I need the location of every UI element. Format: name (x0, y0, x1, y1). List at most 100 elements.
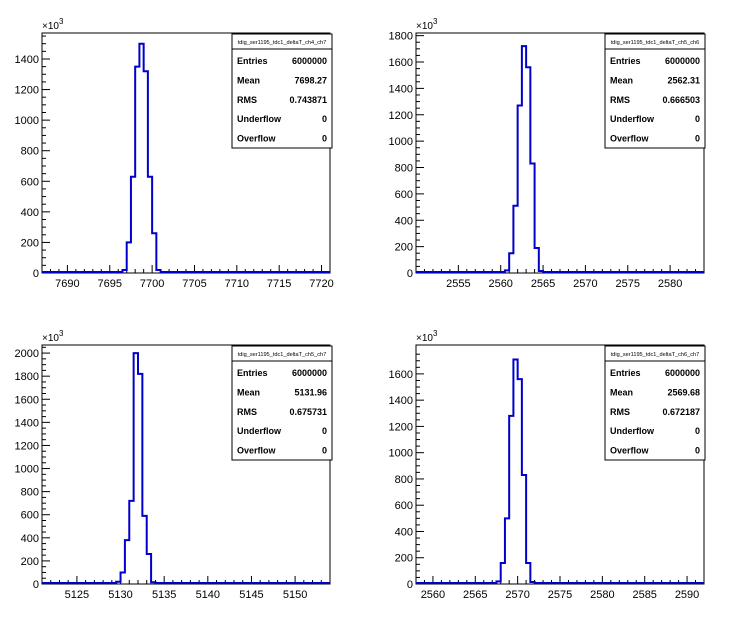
stats-box-frame (604, 33, 706, 149)
stats-label: Underflow (610, 426, 655, 436)
stats-label: Entries (610, 368, 641, 378)
y-tick-label: 1800 (389, 31, 413, 43)
stats-label: Underflow (610, 114, 655, 124)
x-tick-label: 7720 (309, 278, 333, 290)
x-tick-label: 5125 (65, 589, 89, 601)
stats-label: RMS (610, 95, 630, 105)
x-tick-label: 7715 (267, 278, 291, 290)
stats-value: 0 (322, 134, 327, 144)
y-axis-exponent: ×103 (42, 17, 64, 32)
y-tick-label: 800 (21, 487, 39, 499)
stats-value: 0 (695, 134, 700, 144)
y-tick-label: 1000 (15, 115, 39, 127)
x-tick-label: 5135 (152, 589, 176, 601)
x-tick-label: 2575 (616, 278, 640, 290)
stats-value: 0.672187 (662, 407, 700, 417)
histogram-series (416, 358, 704, 584)
y-axis-exponent: ×103 (42, 329, 64, 344)
stats-label: Overflow (610, 134, 650, 144)
x-tick-label: 7700 (140, 278, 164, 290)
stats-label: Overflow (610, 446, 650, 456)
y-tick-label: 1400 (15, 54, 39, 66)
x-tick-label: 2560 (421, 589, 445, 601)
histogram-title: tdig_ser1195_tdc1_deltaT_ch5_ch6 (611, 40, 700, 46)
stats-label: Mean (610, 387, 633, 397)
stats-box-frame (231, 345, 333, 461)
stats-label: RMS (237, 95, 257, 105)
histogram-panel: 0 200 400 600 800 1000 1200 1400 1600 1800 2555 256… (389, 17, 706, 290)
stats-value: 2562.31 (667, 75, 700, 85)
x-tick-label: 7690 (55, 278, 79, 290)
y-tick-label: 1200 (15, 440, 39, 452)
x-tick-label: 2575 (548, 589, 572, 601)
stats-label: Overflow (237, 446, 277, 456)
y-tick-label: 400 (21, 207, 39, 219)
y-tick-label: 2000 (15, 348, 39, 360)
y-tick-label: 600 (21, 510, 39, 522)
x-tick-label: 5130 (108, 589, 132, 601)
stats-label: Mean (610, 75, 633, 85)
x-tick-label: 2570 (573, 278, 597, 290)
stats-label: Mean (237, 75, 260, 85)
stats-value: 0.666503 (662, 95, 700, 105)
x-tick-label: 7710 (225, 278, 249, 290)
stats-value: 6000000 (665, 368, 700, 378)
x-tick-label: 5145 (239, 589, 263, 601)
stats-label: Underflow (237, 426, 282, 436)
histogram-series (42, 352, 330, 584)
y-tick-label: 400 (21, 533, 39, 545)
stats-value: 0.675731 (289, 407, 327, 417)
y-tick-label: 1000 (15, 464, 39, 476)
x-tick-label: 2590 (675, 589, 699, 601)
x-tick-label: 2560 (488, 278, 512, 290)
stats-box: tdig_ser1195_tdc1_deltaT_ch5_ch7 Entries 6… (231, 345, 333, 461)
stats-value: 0 (322, 426, 327, 436)
stats-label: Mean (237, 387, 260, 397)
y-tick-label: 1600 (15, 394, 39, 406)
y-tick-label: 1600 (389, 369, 413, 381)
stats-box-frame (231, 33, 333, 149)
stats-label: RMS (610, 407, 630, 417)
y-tick-label: 0 (407, 268, 413, 280)
y-tick-label: 1400 (389, 83, 413, 95)
stats-value: 0 (322, 114, 327, 124)
stats-value: 6000000 (292, 368, 327, 378)
stats-value: 0 (695, 446, 700, 456)
y-tick-label: 600 (395, 189, 413, 201)
y-tick-label: 800 (395, 163, 413, 175)
stats-label: RMS (237, 407, 257, 417)
x-tick-label: 7705 (182, 278, 206, 290)
stats-value: 2569.68 (667, 387, 700, 397)
stats-value: 6000000 (292, 56, 327, 66)
y-tick-label: 600 (21, 176, 39, 188)
y-tick-label: 1200 (389, 110, 413, 122)
y-tick-label: 1200 (389, 421, 413, 433)
stats-label: Underflow (237, 114, 282, 124)
stats-label: Entries (237, 368, 268, 378)
y-tick-label: 800 (21, 146, 39, 158)
stats-label: Overflow (237, 134, 277, 144)
x-tick-label: 2565 (531, 278, 555, 290)
stats-value: 0 (695, 114, 700, 124)
stats-box: tdig_ser1195_tdc1_deltaT_ch6_ch7 Entries 6… (604, 345, 706, 461)
stats-value: 5131.96 (294, 387, 327, 397)
stats-value: 0.743871 (289, 95, 327, 105)
histogram-series (42, 42, 330, 273)
y-axis-exponent: ×103 (416, 17, 438, 32)
y-tick-label: 1000 (389, 136, 413, 148)
histogram-panel: 0 200 400 600 800 1000 1200 1400 1600 1800 2000 512… (15, 329, 333, 601)
stats-value: 7698.27 (294, 75, 327, 85)
stats-value: 6000000 (665, 56, 700, 66)
x-tick-label: 5150 (283, 589, 307, 601)
stats-value: 0 (695, 426, 700, 436)
histogram-title: tdig_ser1195_tdc1_deltaT_ch5_ch7 (238, 352, 327, 358)
y-axis-exponent: ×103 (416, 329, 438, 344)
x-tick-label: 5140 (196, 589, 220, 601)
x-tick-label: 2555 (446, 278, 470, 290)
x-tick-label: 2585 (632, 589, 656, 601)
y-tick-label: 400 (395, 526, 413, 538)
histogram-series (416, 45, 704, 273)
y-tick-label: 200 (395, 242, 413, 254)
x-tick-label: 2565 (463, 589, 487, 601)
